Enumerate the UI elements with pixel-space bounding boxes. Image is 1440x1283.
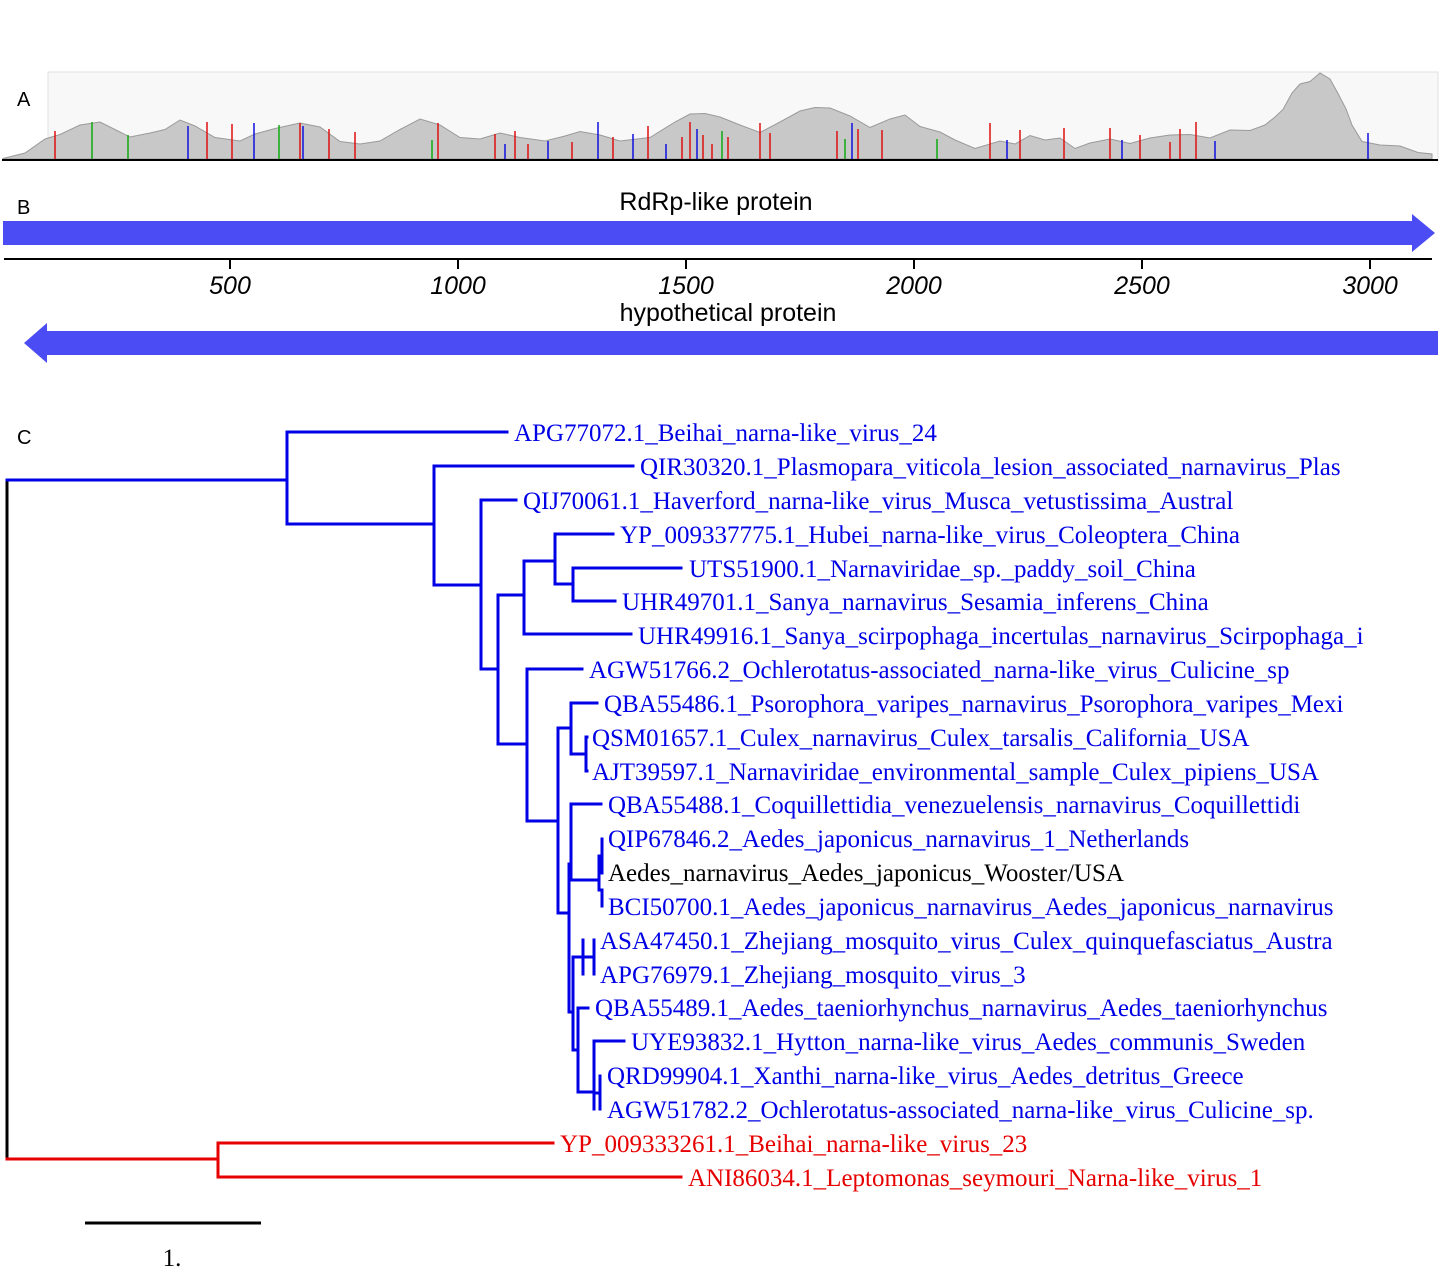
leaf-label: UHR49916.1_Sanya_scirpophaga_incertulas_… [638,623,1364,650]
branch [525,667,584,823]
leaf-label: UYE93832.1_Hytton_narna-like_virus_Aedes… [631,1029,1306,1056]
branch [556,726,573,915]
genome-map-panel: B RdRp-like protein 500 1000 1500 2000 2… [3,188,1438,363]
leaf-label: AJT39597.1_Narnaviridae_environmental_sa… [592,759,1319,786]
panel-label-a: A [17,89,31,111]
leaf-label: BCI50700.1_Aedes_japonicus_narnavirus_Ae… [608,894,1334,921]
leaf-label: YP_009333261.1_Beihai_narna-like_virus_2… [560,1131,1027,1158]
rdrp-gene-arrow [3,214,1435,252]
tree-leaf-labels: APG77072.1_Beihai_narna-like_virus_24 QI… [514,420,1364,1192]
leaf-label: QIP67846.2_Aedes_japonicus_narnavirus_1_… [608,826,1189,853]
branch [569,802,603,882]
coverage-panel: A [2,71,1439,161]
tick-label-2500: 2500 [1113,272,1170,300]
red-clade-branches [216,1141,683,1179]
leaf-label: QBA55489.1_Aedes_taeniorhynchus_narnavir… [595,995,1327,1022]
hypothetical-protein-arrow [24,323,1438,363]
tick-label-1500: 1500 [658,272,714,300]
reverse-gene-label: hypothetical protein [620,299,837,327]
branch [576,1006,596,1094]
panel-label-c: C [17,427,31,449]
branch [479,498,518,671]
branch [569,701,599,756]
tick-label-2000: 2000 [885,272,942,300]
branch [592,1039,626,1111]
branch [285,430,509,526]
branch [553,532,615,586]
leaf-label: QIJ70061.1_Haverford_narna-like_virus_Mu… [523,488,1233,515]
coverage-variant-marks [54,122,1369,159]
tick-label-3000: 3000 [1342,272,1398,300]
forward-gene-label: RdRp-like protein [619,188,812,216]
tick-label-500: 500 [209,272,251,300]
leaf-label: APG76979.1_Zhejiang_mosquito_virus_3 [600,962,1026,989]
branch [581,938,596,976]
leaf-label: ANI86034.1_Leptomonas_seymouri_Narna-lik… [688,1165,1262,1192]
coverage-area [2,72,1433,160]
leaf-label: AGW51782.2_Ochlerotatus-associated_narna… [607,1097,1314,1124]
scale-bar-label: 1. [163,1245,182,1272]
leaf-label: ASA47450.1_Zhejiang_mosquito_virus_Culex… [600,928,1333,955]
branch [571,566,683,603]
branch [496,593,529,746]
leaf-label: QBA55488.1_Coquillettidia_venezuelensis_… [608,792,1300,819]
genome-axis-ticks [229,259,1371,269]
leaf-label: QRD99904.1_Xanthi_narna-like_virus_Aedes… [607,1063,1244,1090]
branch [432,464,635,587]
branch [584,735,589,773]
blue-clade-branches [285,430,683,1111]
leaf-label: Aedes_narnavirus_Aedes_japonicus_Wooster… [608,860,1124,887]
panel-label-b: B [17,197,30,219]
leaf-label: AGW51766.2_Ochlerotatus-associated_narna… [589,657,1290,684]
leaf-label: QSM01657.1_Culex_narnavirus_Culex_tarsal… [592,725,1250,752]
leaf-label: APG77072.1_Beihai_narna-like_virus_24 [514,420,937,447]
leaf-label: QIR30320.1_Plasmopara_viticola_lesion_as… [640,454,1341,481]
branch [522,559,633,636]
leaf-label: UHR49701.1_Sanya_narnavirus_Sesamia_infe… [622,589,1209,616]
phylogeny-panel: C [5,420,1364,1272]
tick-label-1000: 1000 [430,272,486,300]
leaf-label: YP_009337775.1_Hubei_narna-like_virus_Co… [620,522,1240,549]
leaf-label: QBA55486.1_Psorophora_varipes_narnavirus… [604,691,1344,718]
tree-branches [5,430,683,1179]
leaf-label: UTS51900.1_Narnaviridae_sp._paddy_soil_C… [689,556,1196,583]
